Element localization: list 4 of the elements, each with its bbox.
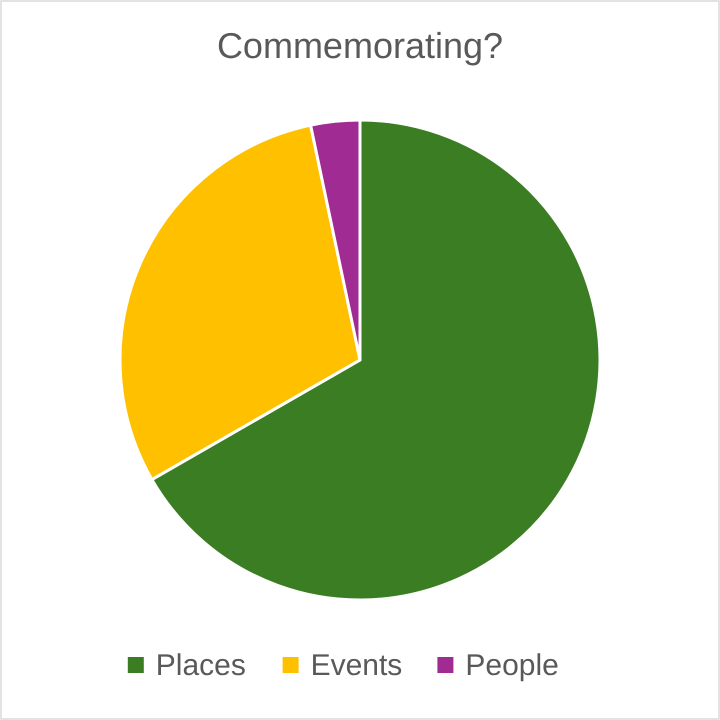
legend-label: People: [465, 648, 559, 682]
legend-label: Events: [310, 648, 402, 682]
chart-title: Commemorating?: [216, 25, 504, 66]
legend-label: Places: [156, 648, 246, 682]
